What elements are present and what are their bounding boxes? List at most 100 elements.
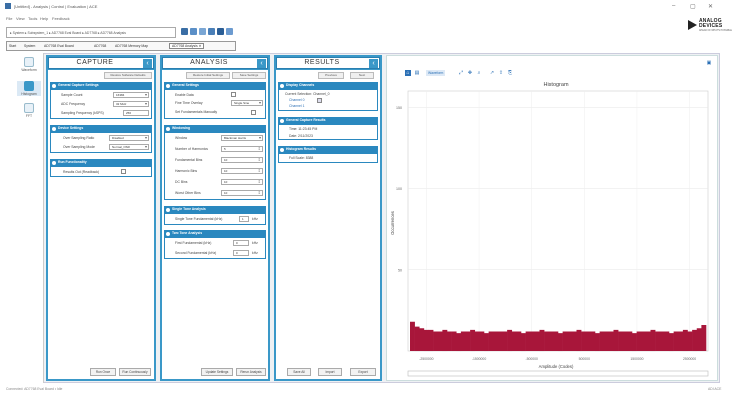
- rerun-analysis-button[interactable]: Rerun Analysis: [236, 368, 266, 376]
- collapse-results-icon[interactable]: ‹: [369, 59, 378, 68]
- single-tone-header[interactable]: Single Tone Analysis: [164, 206, 266, 213]
- single-tone-input[interactable]: 1: [239, 216, 249, 222]
- sampling-frequency-input[interactable]: 256: [123, 110, 149, 116]
- dc-bins-stepper[interactable]: 10: [221, 179, 263, 185]
- home-icon[interactable]: ⌂: [405, 70, 411, 76]
- harmonic-bins-stepper[interactable]: 10: [221, 168, 263, 174]
- first-fundamental-unit: kHz: [252, 241, 258, 245]
- osr-select[interactable]: Disabled: [109, 135, 149, 141]
- device-settings-header[interactable]: Device Settings: [50, 125, 152, 132]
- chart-icon[interactable]: ▤: [414, 70, 420, 76]
- harmonics-stepper[interactable]: 5: [221, 146, 263, 152]
- search-icon[interactable]: ⌕: [477, 70, 481, 76]
- menu-feedback[interactable]: Feedback: [52, 16, 70, 21]
- settings-icon[interactable]: [208, 28, 215, 35]
- histogram-bar: [488, 331, 494, 351]
- run-once-button[interactable]: Run Once: [90, 368, 116, 376]
- collapse-analysis-icon[interactable]: ‹: [257, 59, 266, 68]
- previous-button[interactable]: Previous: [318, 72, 344, 79]
- run-functionality-section: Results Out (Readback): [50, 166, 152, 177]
- export-icon[interactable]: ⇪: [498, 70, 504, 76]
- channel-0-item[interactable]: Channel 0: [289, 98, 305, 102]
- tab-memory-map[interactable]: AD7768 Memory Map: [115, 44, 148, 48]
- fft-icon: [24, 103, 34, 113]
- worst-bins-stepper[interactable]: 10: [221, 190, 263, 196]
- refresh-icon[interactable]: [199, 28, 206, 35]
- second-fundamental-input[interactable]: 0: [233, 250, 249, 256]
- nav-histogram[interactable]: Histogram: [17, 81, 41, 96]
- status-right-text: ADI ACE: [708, 387, 722, 391]
- sample-count-select[interactable]: 16384: [113, 92, 149, 98]
- tab-eval-board[interactable]: AD7768 Eval Board: [44, 44, 74, 48]
- import-button[interactable]: Import: [318, 368, 342, 376]
- nav-fft-label: FFT: [25, 114, 33, 118]
- save-icon[interactable]: [181, 28, 188, 35]
- histogram-bar: [664, 331, 670, 351]
- two-tone-header[interactable]: Two Tone Analysis: [164, 230, 266, 237]
- osm-select[interactable]: Normal_OSR: [109, 144, 149, 150]
- windowing-header[interactable]: Windowing: [164, 125, 266, 132]
- tab-device[interactable]: AD7768: [94, 44, 107, 48]
- breadcrumb-text: ▸ System ▸ Subsystem_1 ▸ AD7768 Eval Boa…: [10, 31, 126, 35]
- nav-fft[interactable]: FFT: [17, 103, 41, 118]
- run-continuously-button[interactable]: Run Continuously: [119, 368, 151, 376]
- enable-data-checkbox[interactable]: [231, 92, 236, 97]
- histogram-bar: [655, 331, 661, 351]
- x-scrollbar[interactable]: [407, 370, 709, 377]
- histogram-bar: [687, 331, 693, 351]
- histogram-bar: [627, 331, 633, 351]
- fundamental-bins-stepper[interactable]: 10: [221, 157, 263, 163]
- histogram-bar: [604, 331, 610, 351]
- display-channels-header[interactable]: Display Channels: [278, 82, 378, 89]
- first-fundamental-input[interactable]: 0: [233, 240, 249, 246]
- menu-tools[interactable]: Tools: [28, 16, 38, 21]
- general-settings-header[interactable]: General Settings: [164, 82, 266, 89]
- app-icon: [5, 3, 11, 9]
- breadcrumb[interactable]: ▸ System ▸ Subsystem_1 ▸ AD7768 Eval Boa…: [6, 27, 176, 38]
- results-out-checkbox[interactable]: [121, 169, 126, 174]
- plot-grid: [407, 90, 709, 352]
- run-functionality-header[interactable]: Run Functionality: [50, 159, 152, 166]
- minimize-button[interactable]: –: [672, 3, 676, 9]
- export-button[interactable]: Export: [350, 368, 376, 376]
- nav-waveform[interactable]: Waveform: [17, 57, 41, 72]
- y-tick-label: 50: [398, 268, 402, 272]
- update-settings-button[interactable]: Update Settings: [201, 368, 233, 376]
- histogram-results-header[interactable]: Histogram Results: [278, 146, 378, 153]
- pan-icon[interactable]: ✥: [467, 70, 473, 76]
- close-button[interactable]: ✕: [708, 4, 714, 10]
- capture-results-header[interactable]: General Capture Results: [278, 117, 378, 124]
- maximize-button[interactable]: ▢: [690, 4, 696, 10]
- next-button[interactable]: Next: [350, 72, 374, 79]
- tab-start[interactable]: Start: [9, 44, 17, 48]
- copy-icon[interactable]: ⎘: [507, 70, 512, 76]
- histogram-bar: [516, 331, 522, 351]
- manual-fundamentals-checkbox[interactable]: [251, 110, 256, 115]
- open-icon[interactable]: [190, 28, 197, 35]
- window-select[interactable]: Blackman Harris: [221, 135, 263, 141]
- menu-help[interactable]: Help: [40, 16, 49, 21]
- channel-1-item[interactable]: Channel 1: [289, 104, 305, 108]
- run-icon[interactable]: [217, 28, 224, 35]
- collapse-capture-icon[interactable]: ‹: [143, 59, 152, 68]
- histogram-bar: [590, 331, 596, 351]
- sample-count-label: Sample Count: [61, 93, 83, 97]
- histogram-bar: [456, 333, 462, 352]
- expand-plot-icon[interactable]: ▣: [706, 60, 712, 66]
- restore-defaults-button[interactable]: Restore Software Defaults: [104, 72, 152, 79]
- help-icon[interactable]: [226, 28, 233, 35]
- cursor-icon[interactable]: ↗: [489, 70, 495, 76]
- save-all-button[interactable]: Save All: [287, 368, 311, 376]
- zoom-icon[interactable]: ⤢: [458, 70, 463, 76]
- general-capture-header[interactable]: General Capture Settings: [50, 82, 152, 89]
- channel-0-checkbox[interactable]: [317, 98, 322, 103]
- tab-analysis[interactable]: AD7768 Analysis ✕: [169, 43, 205, 49]
- waveform-toggle[interactable]: Waveform: [426, 70, 446, 76]
- save-settings-button[interactable]: Save Settings: [232, 72, 266, 79]
- tab-system[interactable]: System: [24, 44, 36, 48]
- tone-mode-select[interactable]: Single Sine: [231, 100, 263, 106]
- menu-file[interactable]: File: [6, 16, 13, 21]
- restore-initial-button[interactable]: Restore Initial Settings: [186, 72, 230, 79]
- adc-frequency-select[interactable]: 32 MHz: [113, 101, 149, 107]
- menu-view[interactable]: View: [16, 16, 25, 21]
